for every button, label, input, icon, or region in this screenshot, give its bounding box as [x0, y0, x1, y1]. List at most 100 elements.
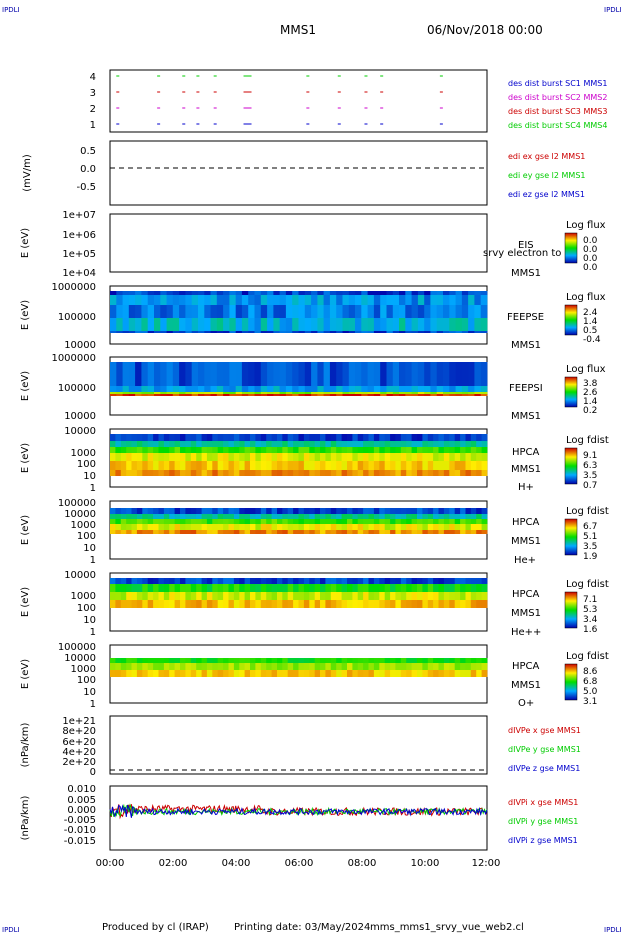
spectrogram-cell [228, 434, 235, 441]
spectrogram-cell [454, 514, 461, 519]
spectrogram-cell [136, 447, 143, 453]
spectrogram-cell [153, 530, 159, 534]
spectrogram-cell [330, 519, 337, 524]
colorbar-tick: 6.3 [583, 461, 597, 471]
spectrogram-cell [260, 663, 267, 670]
spectrogram-cell [201, 578, 208, 584]
corner-label-bl: IPDLI [2, 926, 20, 934]
colorbar-tick: 2.4 [583, 308, 598, 318]
spectrogram-cell [110, 392, 117, 394]
spectrogram-cell [341, 514, 348, 519]
spectrogram-cell [166, 295, 174, 305]
species-label: O+ [518, 698, 534, 709]
spectrogram-cell [142, 663, 149, 670]
spectrogram-cell [368, 470, 375, 476]
spectrogram-cell [206, 578, 213, 584]
spectrogram-cell [454, 461, 461, 470]
y-tick-label: 100 [77, 531, 96, 542]
spectrogram-cell [153, 670, 159, 677]
spectrogram-cell [449, 441, 456, 447]
spectrogram-cell [443, 386, 450, 392]
spectrogram-cell [361, 295, 368, 305]
spectrogram-cell [422, 508, 429, 514]
spectrogram-cell [250, 434, 256, 441]
spectrogram-cell [386, 318, 394, 331]
spectrogram-cell [271, 584, 278, 592]
spectrogram-cell [422, 670, 429, 677]
spectrogram-cell [330, 434, 337, 441]
spectrogram-cell [201, 524, 208, 530]
spectrogram-cell [239, 461, 246, 470]
spectrogram-cell [206, 434, 213, 441]
spectrogram-cell [422, 441, 429, 447]
spectrogram-cell [303, 584, 310, 592]
spectrogram-cell [330, 670, 337, 677]
spectrogram-cell [347, 514, 353, 519]
spectrogram-cell [379, 658, 386, 663]
spectrogram-cell [417, 392, 425, 394]
spectrogram-cell [277, 658, 283, 663]
spectrogram-cell [438, 508, 445, 514]
spectrogram-cell [355, 392, 362, 394]
y-tick-label: 1 [90, 699, 96, 710]
spectrogram-cell [248, 394, 255, 396]
y-axis-label: E (eV) [20, 228, 31, 258]
spectrogram-cell [196, 434, 202, 441]
spectrogram-cell [379, 592, 386, 600]
spectrogram [110, 658, 488, 677]
spectrogram-cell [400, 530, 407, 534]
spectrogram-cell [198, 394, 205, 396]
spectrogram-cell [342, 291, 350, 295]
panel-frame [109, 785, 488, 851]
spectrogram-cell [163, 578, 170, 584]
spectrogram-cell [468, 295, 475, 305]
spectrogram-cell [142, 441, 149, 447]
y-tick-label: 1e+07 [62, 210, 96, 221]
spectrogram-cell [287, 584, 294, 592]
spectrogram-cell [411, 663, 418, 670]
spectrogram-cell [191, 394, 199, 396]
time-tick-label: 00:00 [96, 858, 125, 869]
spectrogram-cell [379, 519, 386, 524]
spectrogram-cell [217, 600, 224, 608]
spectrogram-cell [115, 670, 122, 677]
spectrogram-cell [481, 434, 488, 441]
spectrogram-cell [352, 508, 359, 514]
spectrogram-cell [468, 318, 475, 331]
spectrogram-cell [233, 434, 240, 441]
colorbar-title: Log flux [566, 292, 606, 303]
spectrogram-cell [314, 508, 321, 514]
spectrogram-cell [341, 508, 348, 514]
spectrogram-cell [443, 592, 450, 600]
spectrogram-cell [380, 331, 387, 333]
spectrogram-cell [206, 524, 213, 530]
spectrogram-cell [357, 592, 364, 600]
spectrogram-cell [217, 530, 224, 534]
colorbar-title: Log flux [566, 364, 606, 375]
spectrogram-cell [368, 524, 375, 530]
spectrogram-cell [271, 592, 278, 600]
spectrogram-cell [325, 663, 332, 670]
spectrogram-cell [454, 524, 461, 530]
spectrogram-cell [198, 331, 205, 333]
spectrogram-cell [201, 434, 208, 441]
spectrogram-cell [411, 386, 419, 392]
spectrogram-cell [266, 470, 272, 476]
spectrogram-cell [405, 318, 412, 331]
spectrogram-cell [342, 331, 350, 333]
spectrogram-cell [110, 453, 116, 461]
spectrogram-cell [250, 524, 256, 530]
spectrogram-cell [368, 663, 375, 670]
spectrogram-cell [443, 670, 450, 677]
spectrogram-cell [323, 386, 331, 392]
spectrogram-cell [228, 519, 235, 524]
spectrogram-cell [417, 530, 423, 534]
spectrogram-cell [449, 600, 456, 608]
spectrogram-cell [180, 470, 186, 476]
spectrogram-cell [239, 441, 246, 447]
spectrogram-cell [422, 530, 429, 534]
spectrogram-cell [212, 530, 219, 534]
spectrogram-cell [282, 530, 289, 534]
colorbar-tick: 3.4 [583, 615, 598, 625]
spectrogram-cell [277, 441, 283, 447]
